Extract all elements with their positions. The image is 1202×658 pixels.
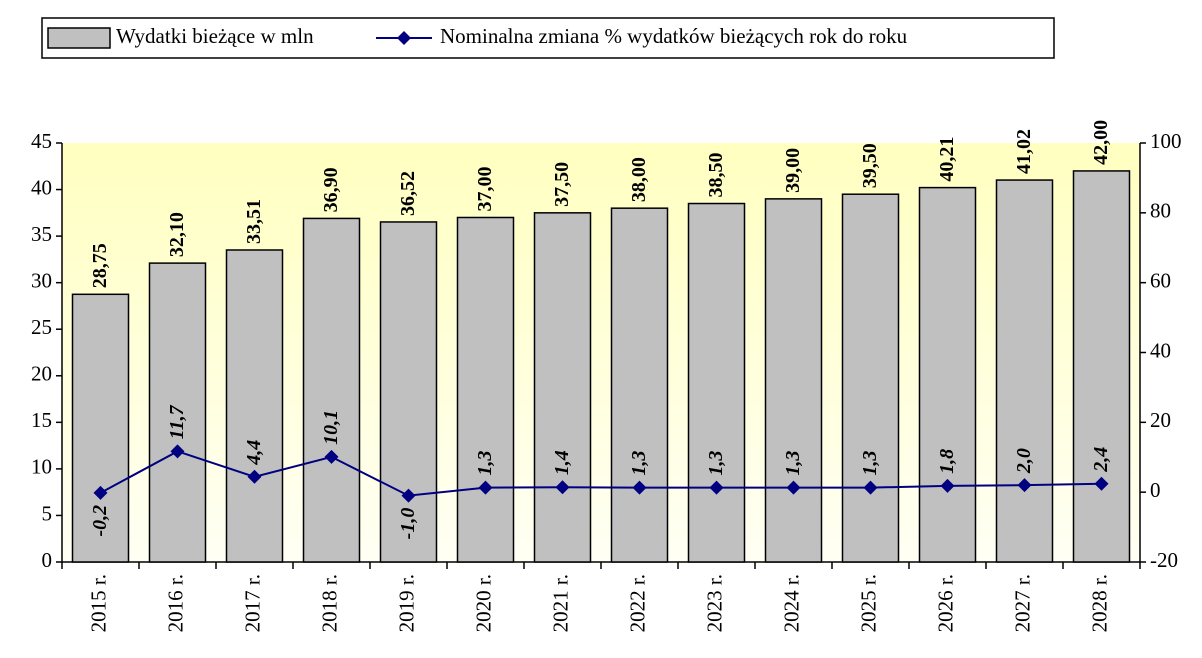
marker (170, 444, 185, 459)
y2-tick-label: -20 (1150, 548, 1178, 572)
plot-area (62, 143, 1140, 562)
bar-label: 39,50 (859, 143, 881, 188)
bar-label: 38,50 (705, 153, 727, 198)
legend (41, 17, 1055, 59)
line-label: -1,0 (397, 508, 419, 540)
bar-label: 41,02 (1013, 129, 1035, 174)
line-label: 2,4 (1090, 447, 1112, 473)
marker (324, 449, 339, 464)
bar (687, 202, 746, 563)
y2-tick-label: 0 (1150, 478, 1161, 502)
y-tick-label: 15 (31, 408, 52, 432)
y2-tick-label: 100 (1150, 129, 1182, 153)
legend-swatch (397, 31, 411, 45)
line-label: -0,2 (89, 505, 111, 537)
bar-label: 28,75 (89, 243, 111, 288)
x-tick-label: 2018 r. (317, 574, 341, 632)
bar (841, 193, 900, 563)
line-label: 1,3 (474, 451, 496, 476)
line-label: 1,3 (782, 451, 804, 476)
bar (610, 207, 669, 563)
y-tick-label: 20 (31, 362, 52, 386)
y-tick-label: 35 (31, 222, 52, 246)
y-tick-label: 25 (31, 315, 52, 339)
marker (1017, 478, 1032, 493)
line-label: 1,3 (628, 451, 650, 476)
bar (379, 221, 438, 563)
bar (302, 217, 361, 563)
line-label: 11,7 (166, 404, 188, 439)
line-label: 1,3 (859, 451, 881, 476)
marker (786, 480, 801, 495)
line-label: 2,0 (1013, 448, 1035, 474)
marker (555, 480, 570, 495)
bar-label: 42,00 (1090, 120, 1112, 165)
bar-label: 36,90 (320, 167, 342, 212)
x-tick-label: 2021 r. (548, 574, 572, 632)
y-tick-label: 0 (42, 548, 53, 572)
marker (709, 480, 724, 495)
marker (478, 480, 493, 495)
marker (632, 480, 647, 495)
bar-label: 39,00 (782, 148, 804, 193)
x-tick-label: 2023 r. (702, 574, 726, 632)
x-tick-label: 2022 r. (625, 574, 649, 632)
marker (401, 488, 416, 503)
x-tick-label: 2024 r. (779, 574, 803, 632)
x-tick-label: 2025 r. (856, 574, 880, 632)
bar (533, 212, 592, 563)
bar-label: 37,00 (474, 166, 496, 211)
x-tick-label: 2028 r. (1087, 574, 1111, 632)
legend-label: Nominalna zmiana % wydatków bieżących ro… (440, 24, 908, 48)
bar-label: 38,00 (628, 157, 650, 202)
y-tick-label: 10 (31, 455, 52, 479)
line-label: 1,4 (551, 450, 573, 475)
bar (225, 249, 284, 563)
y2-tick-label: 20 (1150, 408, 1171, 432)
line-label: 1,3 (705, 451, 727, 476)
line-label: 10,1 (320, 410, 342, 445)
marker (940, 478, 955, 493)
legend-swatch (47, 27, 111, 49)
marker (93, 485, 108, 500)
x-tick-label: 2027 r. (1010, 574, 1034, 632)
line-label: 4,4 (243, 440, 265, 466)
y-tick-label: 5 (42, 501, 53, 525)
x-tick-label: 2026 r. (933, 574, 957, 632)
x-tick-label: 2019 r. (394, 574, 418, 632)
bar (918, 186, 977, 563)
bar-label: 36,52 (397, 171, 419, 216)
bar (71, 293, 130, 563)
line-label: 1,8 (936, 449, 958, 474)
y2-tick-label: 80 (1150, 199, 1171, 223)
y2-tick-label: 40 (1150, 338, 1171, 362)
y-tick-label: 40 (31, 175, 52, 199)
bar (764, 198, 823, 563)
marker (863, 480, 878, 495)
bar (148, 262, 207, 563)
bar (456, 216, 515, 563)
y-tick-label: 45 (31, 129, 52, 153)
bar (995, 179, 1054, 563)
x-tick-label: 2016 r. (163, 574, 187, 632)
x-tick-label: 2017 r. (240, 574, 264, 632)
marker (247, 469, 262, 484)
x-tick-label: 2020 r. (471, 574, 495, 632)
bar-label: 32,10 (166, 212, 188, 257)
x-tick-label: 2015 r. (86, 574, 110, 632)
bar-label: 40,21 (936, 137, 958, 182)
y2-tick-label: 60 (1150, 268, 1171, 292)
line (100, 450, 1102, 497)
bar-label: 37,50 (551, 162, 573, 207)
y-tick-label: 30 (31, 268, 52, 292)
marker (1094, 476, 1109, 491)
bar (1072, 170, 1131, 563)
legend-label: Wydatki bieżące w mln (116, 24, 314, 48)
bar-label: 33,51 (243, 199, 265, 244)
